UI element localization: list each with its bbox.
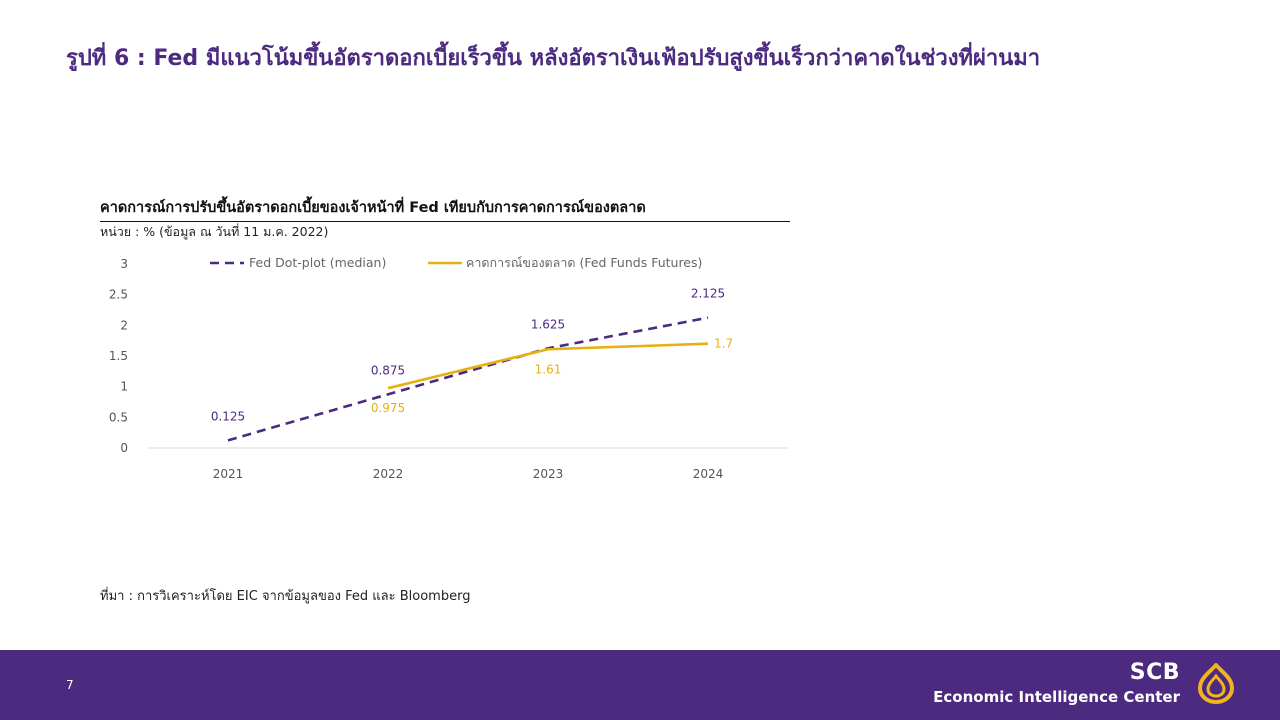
legend-label: คาดการณ์ของตลาด (Fed Funds Futures) bbox=[466, 255, 702, 270]
brand-name: SCB bbox=[1129, 660, 1180, 685]
data-label: 1.61 bbox=[535, 362, 562, 376]
y-tick-label: 2 bbox=[120, 318, 128, 332]
legend-label: Fed Dot-plot (median) bbox=[249, 255, 386, 270]
data-label: 0.125 bbox=[211, 409, 245, 423]
series-lines bbox=[227, 316, 709, 442]
y-tick-label: 1 bbox=[120, 380, 128, 394]
y-tick-label: 2.5 bbox=[109, 288, 128, 302]
y-tick-label: 1.5 bbox=[109, 349, 128, 363]
x-tick-label: 2022 bbox=[373, 467, 404, 481]
page-number: 7 bbox=[66, 678, 74, 692]
brand-subtitle: Economic Intelligence Center bbox=[933, 688, 1180, 706]
series-line-market-futures bbox=[387, 342, 709, 390]
x-axis-ticks: 2021 2022 2023 2024 bbox=[213, 467, 724, 481]
y-tick-label: 0.5 bbox=[109, 410, 128, 424]
data-label: 1.7 bbox=[714, 337, 733, 351]
x-tick-label: 2021 bbox=[213, 467, 244, 481]
y-tick-label: 3 bbox=[120, 257, 128, 271]
y-tick-label: 0 bbox=[120, 441, 128, 455]
x-tick-label: 2024 bbox=[693, 467, 724, 481]
chart-unit-note: หน่วย : % (ข้อมูล ณ วันที่ 11 ม.ค. 2022) bbox=[100, 224, 329, 239]
data-label: 0.975 bbox=[371, 401, 405, 415]
chart-legend: Fed Dot-plot (median) คาดการณ์ของตลาด (Fe… bbox=[210, 255, 702, 270]
slide-title: รูปที่ 6 : Fed มีแนวโน้มขึ้นอัตราดอกเบี้… bbox=[66, 46, 1041, 71]
scb-bell-logo-icon bbox=[1198, 663, 1234, 704]
y-axis-ticks: 0 0.5 1 1.5 2 2.5 3 bbox=[109, 257, 128, 455]
x-tick-label: 2023 bbox=[533, 467, 564, 481]
footer-bar: 7 SCB Economic Intelligence Center bbox=[0, 650, 1280, 720]
data-labels: 0.125 0.875 1.625 2.125 0.975 1.61 1.7 bbox=[211, 287, 733, 424]
chart-title: คาดการณ์การปรับขึ้นอัตราดอกเบี้ยของเจ้าห… bbox=[100, 196, 790, 222]
data-label: 1.625 bbox=[531, 317, 565, 331]
series-line-fed-dot-plot bbox=[227, 316, 709, 442]
data-label: 2.125 bbox=[691, 287, 725, 301]
data-label: 0.875 bbox=[371, 363, 405, 377]
source-note: ที่มา : การวิเคราะห์โดย EIC จากข้อมูลของ… bbox=[100, 589, 471, 604]
